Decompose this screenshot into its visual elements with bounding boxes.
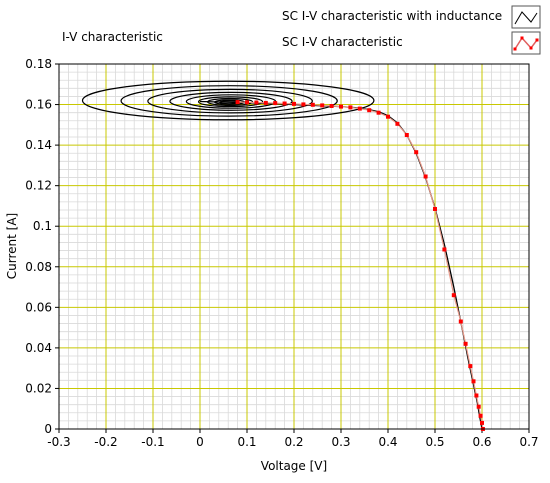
x-tick-label: 0.3 <box>331 435 350 449</box>
inductance-oscillation-loop <box>169 91 293 111</box>
series-point-sc <box>320 103 325 108</box>
x-tick-label: -0.2 <box>94 435 117 449</box>
series-point-sc <box>254 100 259 105</box>
series-point-sc <box>339 104 343 109</box>
legend-marker-sc-4 <box>535 38 539 42</box>
legend-marker-sc-2 <box>520 36 524 40</box>
major-grid <box>59 64 529 429</box>
y-tick-label: 0.12 <box>25 179 52 193</box>
x-tick-label: 0.7 <box>519 435 538 449</box>
series-point-sc <box>301 102 306 107</box>
series-point-sc <box>292 101 296 106</box>
series-point-sc <box>245 100 249 105</box>
series-point-sc <box>348 105 353 110</box>
y-tick-label: 0.08 <box>25 260 52 274</box>
series-point-sc <box>423 174 428 179</box>
y-axis-title: Current [A] <box>5 213 19 279</box>
inductance-oscillation-loop <box>147 88 313 114</box>
series-point-sc <box>451 293 456 298</box>
y-tick-label: 0.16 <box>25 98 52 112</box>
y-axis-ticks: 0 0.02 0.04 0.06 0.08 0.1 0.12 0.14 0.16 0.18 <box>25 57 59 436</box>
series-point-sc <box>329 104 334 108</box>
plot-frame <box>58 63 530 430</box>
legend-label-sc: SC I-V characteristic <box>282 35 403 49</box>
series-point-sc <box>386 114 390 119</box>
x-tick-label: -0.1 <box>141 435 164 449</box>
series-point-sc <box>235 100 240 105</box>
series-point-sc <box>282 101 287 106</box>
x-tick-label: 0.4 <box>378 435 397 449</box>
legend-marker-sc-1 <box>513 47 517 51</box>
series-point-sc <box>468 364 473 369</box>
series-point-sc <box>310 102 315 107</box>
series-point-sc <box>476 404 481 409</box>
y-tick-label: 0.14 <box>25 138 52 152</box>
legend-line-sc <box>514 36 538 50</box>
series-point-sc <box>404 133 409 137</box>
series-point-sc <box>376 110 381 115</box>
inductance-oscillation-loop <box>120 85 338 117</box>
series-point-sc <box>395 121 400 126</box>
series-point-sc <box>480 420 484 425</box>
series-point-sc <box>414 150 419 155</box>
y-tick-label: 0.06 <box>25 300 52 314</box>
x-axis-title: Voltage [V] <box>261 459 327 473</box>
y-tick-label: 0 <box>44 422 52 436</box>
series-point-sc <box>478 413 483 418</box>
legend: SC I-V characteristic with inductance SC… <box>282 5 541 55</box>
y-tick-label: 0.1 <box>33 219 52 233</box>
legend-marker-sc-3 <box>529 46 533 50</box>
series-layer <box>81 80 485 431</box>
y-tick-label: 0.18 <box>25 57 52 71</box>
x-tick-label: 0.2 <box>284 435 303 449</box>
inductance-oscillation-loop <box>197 96 264 108</box>
legend-line-inductance <box>514 11 538 25</box>
series-point-sc <box>433 207 437 211</box>
x-tick-label: 0.6 <box>472 435 491 449</box>
series-point-sc <box>367 108 372 113</box>
series-point-sc <box>273 101 278 106</box>
y-tick-label: 0.02 <box>25 381 52 395</box>
x-tick-label: 0 <box>196 435 204 449</box>
chart-title: I-V characteristic <box>62 30 163 44</box>
inductance-oscillation-loop <box>81 80 375 121</box>
series-point-sc <box>357 106 362 111</box>
legend-label-inductance: SC I-V characteristic with inductance <box>282 9 502 23</box>
series-point-sc <box>458 319 463 324</box>
series-point-sc <box>442 247 447 252</box>
series-point-sc <box>474 393 479 398</box>
series-point-sc <box>471 379 476 384</box>
y-tick-label: 0.04 <box>25 341 52 355</box>
minor-grid <box>59 64 529 429</box>
series-point-sc <box>263 100 268 105</box>
x-tick-label: 0.5 <box>425 435 444 449</box>
x-tick-label: -0.3 <box>47 435 70 449</box>
x-tick-label: 0.1 <box>237 435 256 449</box>
series-point-sc <box>463 341 468 346</box>
